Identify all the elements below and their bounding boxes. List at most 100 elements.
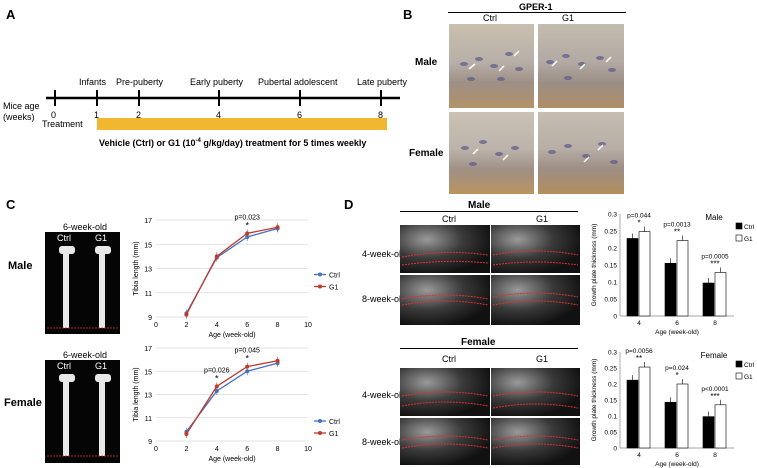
d-male-col-g1: G1 — [536, 214, 549, 224]
significance-star: * — [215, 373, 219, 383]
tick-4: 4 — [216, 110, 222, 120]
legend-label-ctrl: Ctrl — [744, 224, 755, 231]
histology-male-ctrl — [449, 24, 534, 108]
x-tick-label: 6 — [245, 446, 249, 453]
y-tick-label: 15 — [144, 369, 152, 376]
x-axis-label: Age (week-old) — [655, 329, 699, 336]
series-line-ctrl — [185, 227, 278, 314]
hist-row-male: Male — [415, 57, 438, 68]
y-tick-label: 11 — [145, 416, 152, 423]
stage-late-puberty: Late puberty — [357, 77, 408, 87]
data-point — [184, 432, 189, 437]
x-tick-label: 8 — [713, 320, 717, 327]
legend-swatch-dot — [318, 284, 322, 289]
data-point — [245, 231, 250, 236]
legend-swatch-dot — [318, 272, 322, 277]
xray-female-title: 6-week-old — [63, 350, 108, 360]
y-tick-label: 13 — [144, 267, 152, 274]
stage-pubertal-adolescent: Pubertal adolescent — [258, 77, 338, 87]
timeline — [46, 90, 400, 130]
significance-star: ** — [636, 354, 642, 363]
treatment-bar — [97, 118, 387, 130]
significance-star: ** — [674, 228, 680, 237]
y-tick-label: 0 — [613, 446, 617, 453]
hist-row-female: Female — [409, 148, 444, 159]
legend-swatch-dot — [318, 431, 322, 435]
p-value-label: p=0.045 — [234, 348, 260, 355]
ct-male-8wk-ctrl — [400, 275, 490, 325]
hist-col-g1: G1 — [562, 13, 575, 23]
significance-star: *** — [710, 392, 719, 401]
panel-label-d: D — [344, 197, 354, 212]
x-tick-label: 4 — [215, 446, 219, 453]
stage-early-puberty: Early puberty — [190, 77, 244, 87]
data-point — [184, 312, 189, 317]
d-female-row-8: 8-week-old — [362, 437, 407, 447]
gper1-title-rule — [448, 12, 626, 13]
y-tick-label: 0.2 — [608, 382, 617, 389]
x-tick-label: 8 — [276, 322, 280, 329]
p-value-label: p=0.0005 — [701, 253, 729, 260]
ct-male-4wk-ctrl — [400, 225, 490, 273]
x-tick-label: 4 — [215, 322, 219, 329]
series-line-g1 — [185, 360, 278, 435]
y-tick-label: 0.2 — [608, 246, 617, 253]
significance-star: * — [637, 219, 640, 228]
y-axis-label: Growth plate thickness (mm) — [591, 224, 598, 307]
p-value-label: p=0.0013 — [663, 222, 691, 229]
tick-0: 0 — [51, 110, 57, 120]
data-point — [214, 254, 219, 259]
panel-label-b: B — [403, 7, 413, 22]
x-tick-label: 4 — [637, 320, 641, 327]
y-tick-label: 9 — [148, 439, 152, 446]
ct-male-4wk-g1 — [491, 225, 580, 273]
x-tick-label: 10 — [304, 446, 312, 453]
x-tick-label: 6 — [675, 320, 679, 327]
y-tick-label: 0.15 — [604, 398, 617, 405]
xray-male-g1: G1 — [95, 233, 108, 243]
histology-female-g1 — [538, 112, 624, 194]
legend-swatch — [735, 360, 743, 368]
c-female-label: Female — [4, 397, 42, 409]
hist-col-ctrl: Ctrl — [483, 13, 497, 23]
y-tick-label: 0.1 — [608, 414, 617, 421]
xray-male-title: 6-week-old — [63, 222, 108, 232]
y-tick-label: 0.25 — [604, 366, 617, 373]
ct-female-4wk-g1 — [491, 368, 580, 416]
p-value-label: p=0.026 — [204, 367, 230, 374]
treatment-text-b: g/kg/day) treatment for 5 times weekly — [200, 138, 367, 148]
data-point — [275, 225, 280, 230]
x-tick-label: 0 — [154, 446, 158, 453]
p-value-label: p=0.024 — [665, 365, 689, 372]
treatment-text-exp: -4 — [195, 138, 201, 144]
y-tick-label: 13 — [144, 393, 152, 400]
y-tick-label: 15 — [144, 242, 152, 249]
xray-male-ctrl: Ctrl — [57, 233, 71, 243]
tick-2: 2 — [136, 110, 142, 120]
bar-ctrl — [626, 379, 639, 449]
x-tick-label: 4 — [637, 452, 641, 459]
y-tick-label: 0.05 — [604, 430, 617, 437]
tick-1: 1 — [94, 110, 100, 120]
bar-g1 — [714, 272, 727, 317]
legend-label-g1: G1 — [329, 431, 338, 438]
d-female-col-g1: G1 — [536, 354, 549, 364]
bar-ctrl — [702, 416, 715, 449]
x-axis-label: Age (week-old) — [655, 461, 699, 468]
xray-male: Ctrl G1 — [45, 232, 120, 334]
gper1-title: GPER-1 — [519, 2, 553, 12]
chart-title: Male — [705, 213, 723, 222]
c-male-label: Male — [8, 260, 33, 272]
d-female-col-ctrl: Ctrl — [442, 354, 456, 364]
growth-plate-chart-female: 0 0.05 0.1 0.15 0.2 0.25 0.3 Growth plate thick… — [591, 348, 755, 468]
significance-star: * — [245, 354, 249, 364]
data-point — [214, 389, 219, 394]
x-axis-label: Age (week-old) — [208, 456, 255, 463]
y-tick-label: 0 — [613, 314, 617, 321]
xray-female: Ctrl G1 — [45, 360, 120, 463]
y-axis-label: Tibia length (mm) — [133, 367, 140, 421]
legend-swatch-dot — [318, 419, 322, 423]
bar-g1 — [714, 404, 727, 449]
data-point — [245, 369, 250, 374]
panel-label-c: C — [6, 197, 16, 212]
